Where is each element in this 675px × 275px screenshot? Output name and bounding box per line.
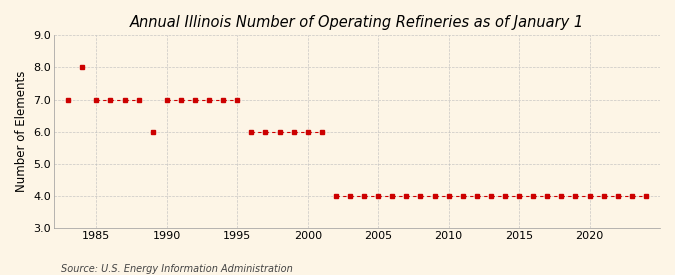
- Title: Annual Illinois Number of Operating Refineries as of January 1: Annual Illinois Number of Operating Refi…: [130, 15, 584, 30]
- Text: Source: U.S. Energy Information Administration: Source: U.S. Energy Information Administ…: [61, 264, 292, 274]
- Y-axis label: Number of Elements: Number of Elements: [15, 71, 28, 192]
